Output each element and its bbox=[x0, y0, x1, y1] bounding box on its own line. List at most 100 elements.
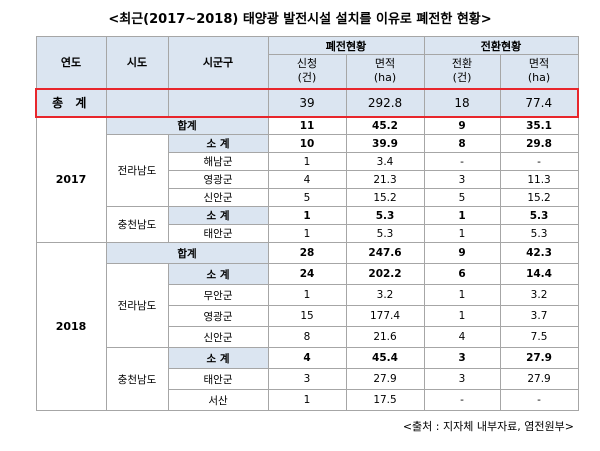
header-closure: 폐전현황 bbox=[267, 36, 425, 55]
cell: 3 bbox=[423, 368, 501, 390]
header-district: 시군구 bbox=[167, 36, 269, 89]
cell: - bbox=[499, 389, 579, 411]
closure-status-table: 연도 시도 시군구 폐전현황 전환현황 신청 (건) 면적 (ha) 전환 (건) 면… bbox=[35, 36, 580, 411]
cell: 8 bbox=[267, 326, 347, 348]
district-cell: 신안군 bbox=[167, 188, 269, 207]
table-row: 충천남도 소 계 1 5.3 1 5.3 bbox=[36, 206, 579, 243]
year-2017: 2017 bbox=[35, 116, 107, 243]
total-label: 총 계 bbox=[35, 87, 107, 118]
district-cell: 해남군 bbox=[167, 152, 269, 171]
cell: 1 bbox=[267, 206, 347, 225]
total-area: 292.8 bbox=[345, 87, 425, 118]
table-row: 충천남도 소 계 4 45.4 3 27.9 bbox=[36, 347, 579, 411]
cell: 42.3 bbox=[499, 242, 579, 264]
cell: 14.4 bbox=[499, 263, 579, 285]
cell: 24 bbox=[267, 263, 347, 285]
cell: 3 bbox=[267, 368, 347, 390]
header-closure-area: 면적 (ha) bbox=[345, 54, 425, 89]
district-cell: 무안군 bbox=[167, 284, 269, 306]
table-row: 영광군 15 177.4 1 3.7 bbox=[36, 305, 579, 327]
cell: 1 bbox=[423, 305, 501, 327]
sum-label: 합계 bbox=[105, 242, 269, 264]
table-row: 2017 합계 11 45.2 9 35.1 bbox=[35, 116, 579, 243]
table-row: 전라남도 소 계 10 39.9 8 29.8 bbox=[36, 134, 579, 207]
cell: 5.3 bbox=[499, 206, 579, 225]
subtotal-label: 소 계 bbox=[167, 263, 269, 285]
cell: 3 bbox=[423, 170, 501, 189]
cell: 5.3 bbox=[345, 206, 425, 225]
header-year: 연도 bbox=[35, 36, 107, 89]
cell: 1 bbox=[423, 224, 501, 243]
cell: 3.7 bbox=[499, 305, 579, 327]
table-row: 태안군 1 5.3 1 5.3 bbox=[36, 224, 579, 243]
cell: 202.2 bbox=[345, 263, 425, 285]
sum-label: 합계 bbox=[105, 116, 269, 135]
subtotal-label: 소 계 bbox=[167, 347, 269, 369]
cell: 5 bbox=[423, 188, 501, 207]
cell: 27.9 bbox=[499, 347, 579, 369]
cell: - bbox=[423, 152, 501, 171]
cell: 11 bbox=[267, 116, 347, 135]
cell: 17.5 bbox=[345, 389, 425, 411]
cell: 1 bbox=[423, 284, 501, 306]
header-closure-apply: 신청 (건) bbox=[267, 54, 347, 89]
table-row: 2018 합계 28 247.6 9 42.3 bbox=[35, 242, 579, 411]
cell: 7.5 bbox=[499, 326, 579, 348]
cell: - bbox=[499, 152, 579, 171]
cell: 5.3 bbox=[345, 224, 425, 243]
cell: 15.2 bbox=[499, 188, 579, 207]
subtotal-label: 소 계 bbox=[167, 134, 269, 153]
cell: 28 bbox=[267, 242, 347, 264]
cell: 45.2 bbox=[345, 116, 425, 135]
cell: 3.4 bbox=[345, 152, 425, 171]
province-cell: 충천남도 bbox=[105, 206, 169, 243]
cell: 5.3 bbox=[499, 224, 579, 243]
year-2018: 2018 bbox=[35, 242, 107, 411]
cell: 27.9 bbox=[345, 368, 425, 390]
total-conv: 18 bbox=[423, 87, 501, 118]
cell: 1 bbox=[267, 389, 347, 411]
cell: 21.6 bbox=[345, 326, 425, 348]
header-conversion-count: 전환 (건) bbox=[423, 54, 501, 89]
district-cell: 서산 bbox=[167, 389, 269, 411]
cell: 5 bbox=[267, 188, 347, 207]
district-cell: 영광군 bbox=[167, 170, 269, 189]
cell: 21.3 bbox=[345, 170, 425, 189]
cell: 4 bbox=[267, 170, 347, 189]
cell: 9 bbox=[423, 242, 501, 264]
cell: 27.9 bbox=[499, 368, 579, 390]
cell: 1 bbox=[267, 152, 347, 171]
cell: 9 bbox=[423, 116, 501, 135]
cell: 4 bbox=[423, 326, 501, 348]
cell: - bbox=[423, 389, 501, 411]
cell: 35.1 bbox=[499, 116, 579, 135]
district-cell: 태안군 bbox=[167, 224, 269, 243]
cell: 4 bbox=[267, 347, 347, 369]
cell: 29.8 bbox=[499, 134, 579, 153]
cell: 1 bbox=[267, 224, 347, 243]
district-cell: 신안군 bbox=[167, 326, 269, 348]
cell: 1 bbox=[423, 206, 501, 225]
table-row: 서산 1 17.5 - - bbox=[36, 389, 579, 411]
cell: 8 bbox=[423, 134, 501, 153]
cell: 3.2 bbox=[345, 284, 425, 306]
cell: 15.2 bbox=[345, 188, 425, 207]
total-apply: 39 bbox=[267, 87, 347, 118]
cell: 10 bbox=[267, 134, 347, 153]
province-cell: 충천남도 bbox=[105, 347, 169, 411]
cell: 3.2 bbox=[499, 284, 579, 306]
total-conv-area: 77.4 bbox=[499, 87, 580, 118]
header-conversion-area: 면적 (ha) bbox=[499, 54, 579, 89]
cell: 1 bbox=[267, 284, 347, 306]
grand-total-row: 총 계 39 292.8 18 77.4 bbox=[35, 87, 580, 118]
source-note: <출처 : 지자체 내부자료, 염전원부> bbox=[402, 420, 574, 433]
district-cell: 영광군 bbox=[167, 305, 269, 327]
district-cell: 태안군 bbox=[167, 368, 269, 390]
cell: 11.3 bbox=[499, 170, 579, 189]
table-title: <최근(2017~2018) 태양광 발전시설 설치를 이유로 폐전한 현황> bbox=[108, 12, 492, 27]
cell: 15 bbox=[267, 305, 347, 327]
table-row: 전라남도 소 계 24 202.2 6 14.4 bbox=[36, 263, 579, 348]
cell: 6 bbox=[423, 263, 501, 285]
subtotal-label: 소 계 bbox=[167, 206, 269, 225]
cell: 247.6 bbox=[345, 242, 425, 264]
